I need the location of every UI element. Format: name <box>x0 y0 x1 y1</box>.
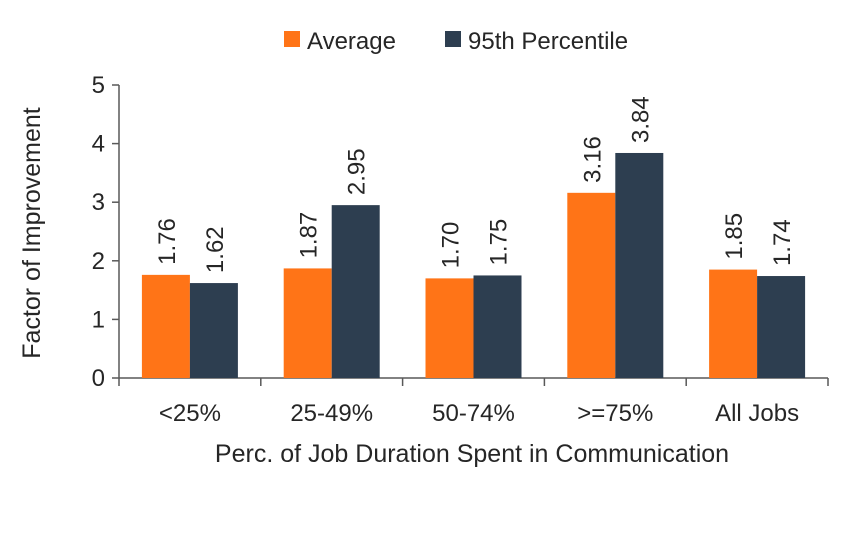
bar-95th-percentile <box>473 275 522 378</box>
value-label: 3.84 <box>627 96 654 143</box>
value-label: 1.87 <box>296 212 323 259</box>
value-labels: 1.76 1.62 1.87 2.95 1.70 1.75 3.16 3.84 1.85 1.74 <box>154 96 796 273</box>
value-label: 1.75 <box>486 219 513 266</box>
bar-average <box>709 269 758 378</box>
y-axis-title: Factor of Improvement <box>18 107 46 359</box>
bar-95th-percentile <box>757 276 806 378</box>
y-tick-label: 4 <box>92 131 105 158</box>
value-label: 1.62 <box>202 226 229 273</box>
value-label: 1.74 <box>769 219 796 266</box>
x-tick-label: >=75% <box>577 400 653 427</box>
x-tick-label: <25% <box>159 400 221 427</box>
bar-average <box>141 274 190 378</box>
x-tick-label: 25-49% <box>290 400 373 427</box>
bar-average <box>567 192 616 378</box>
bar-95th-percentile <box>331 205 380 378</box>
y-tick-label: 0 <box>92 365 105 392</box>
y-tick-label: 2 <box>92 248 105 275</box>
value-label: 1.70 <box>438 222 465 269</box>
y-tick-label: 3 <box>92 189 105 216</box>
value-label: 3.16 <box>579 136 606 183</box>
y-axis: 0 1 2 3 4 5 <box>92 72 120 392</box>
bar-95th-percentile <box>615 152 664 378</box>
x-axis: <25% 25-49% 50-74% >=75% All Jobs <box>118 377 829 427</box>
legend-swatch <box>445 31 461 47</box>
bar-average <box>283 268 332 378</box>
legend-swatch <box>284 31 300 47</box>
value-label: 1.85 <box>721 213 748 260</box>
y-tick-label: 5 <box>92 72 105 99</box>
legend-label: Average <box>307 28 396 55</box>
legend: Average 95th Percentile <box>284 28 628 55</box>
x-axis-title: Perc. of Job Duration Spent in Communica… <box>215 440 729 468</box>
x-tick-label: All Jobs <box>715 400 799 427</box>
bar-95th-percentile <box>189 283 238 378</box>
value-label: 1.76 <box>154 218 181 265</box>
bars <box>141 152 806 378</box>
legend-label: 95th Percentile <box>468 28 628 55</box>
value-label: 2.95 <box>344 148 371 195</box>
bar-average <box>425 278 474 378</box>
x-tick-label: 50-74% <box>432 400 515 427</box>
y-tick-label: 1 <box>92 306 105 333</box>
